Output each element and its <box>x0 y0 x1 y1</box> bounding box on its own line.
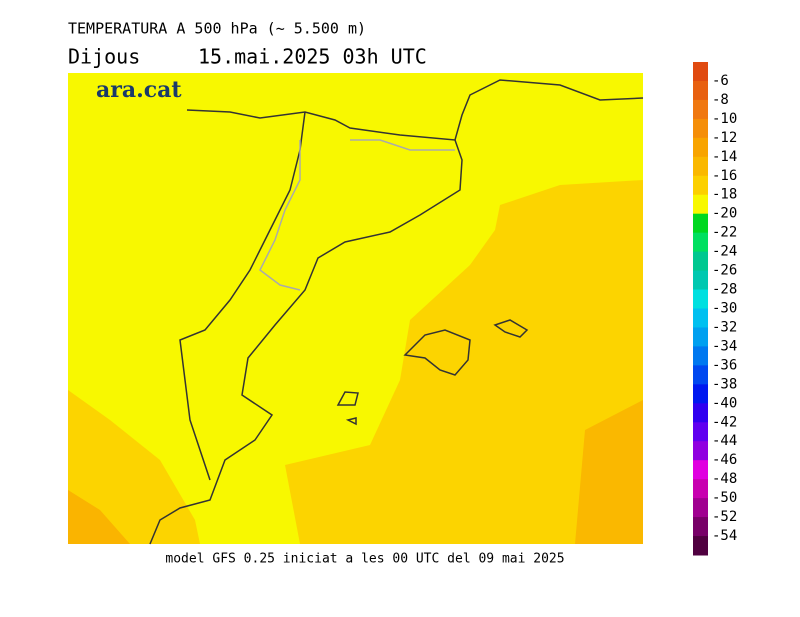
legend-label: -54 <box>712 528 737 544</box>
legend-label: -6 <box>712 73 729 89</box>
legend-swatch <box>693 289 708 309</box>
legend-label: -14 <box>712 149 737 165</box>
legend-swatch <box>693 80 708 101</box>
border-line <box>186 79 644 141</box>
legend-swatch <box>693 479 708 499</box>
logo: ara.cat <box>96 77 182 103</box>
legend-swatch <box>693 460 708 480</box>
legend-swatch <box>693 403 708 423</box>
legend-label: -48 <box>712 471 737 487</box>
legend-label: -34 <box>712 338 737 354</box>
map-title: TEMPERATURA A 500 hPa (~ 5.500 m) <box>68 20 366 38</box>
legend: -6 -8 -10 -12 -14 -16 -18 -20 -22 -24 -26 -28 -30 -32… <box>693 62 737 556</box>
legend-swatch <box>693 422 708 442</box>
map-footer: model GFS 0.25 iniciat a les 00 UTC del … <box>165 552 564 567</box>
legend-label: -18 <box>712 187 737 203</box>
legend-swatch <box>693 251 708 272</box>
legend-label: -10 <box>712 111 737 127</box>
legend-swatch <box>693 536 708 556</box>
coastline <box>149 139 463 545</box>
legend-swatch <box>693 365 708 385</box>
legend-swatch <box>693 213 708 234</box>
legend-swatch <box>693 156 708 177</box>
legend-swatch <box>693 118 708 139</box>
legend-label: -46 <box>712 452 737 468</box>
legend-label: -32 <box>712 319 737 335</box>
legend-swatch <box>693 62 708 82</box>
legend-swatch <box>693 327 708 347</box>
legend-swatch <box>693 99 708 120</box>
legend-label: -24 <box>712 244 737 260</box>
legend-swatch <box>693 194 708 215</box>
legend-swatch <box>693 175 708 196</box>
map <box>68 73 644 545</box>
region-border <box>259 139 455 291</box>
legend-label: -36 <box>712 357 737 373</box>
legend-label: -20 <box>712 206 737 222</box>
legend-label: -8 <box>712 92 729 108</box>
legend-label: -28 <box>712 282 737 298</box>
map-day: Dijous <box>68 45 140 69</box>
legend-label: -12 <box>712 130 737 146</box>
temperature-zone <box>285 180 643 544</box>
legend-label: -30 <box>712 301 737 317</box>
temperature-zone <box>68 390 200 544</box>
temperature-zone-warm <box>68 490 130 544</box>
legend-swatch <box>693 517 708 537</box>
legend-label: -38 <box>712 376 737 392</box>
legend-label: -44 <box>712 433 737 449</box>
legend-label: -40 <box>712 395 737 411</box>
border-line <box>179 111 306 481</box>
legend-swatch <box>693 441 708 461</box>
legend-label: -42 <box>712 414 737 430</box>
island-mallorca <box>403 329 471 376</box>
legend-swatch <box>693 232 708 253</box>
legend-label: -52 <box>712 509 737 525</box>
legend-swatch <box>693 498 708 518</box>
legend-label: -16 <box>712 168 737 184</box>
legend-swatch <box>693 137 708 158</box>
legend-label: -26 <box>712 263 737 279</box>
island-ibiza <box>336 391 359 426</box>
island-menorca <box>493 319 529 338</box>
legend-swatch <box>693 308 708 328</box>
temperature-zone-warm <box>575 400 643 544</box>
legend-label: -22 <box>712 225 737 241</box>
legend-label: -50 <box>712 490 737 506</box>
map-date: 15.mai.2025 03h UTC <box>198 45 427 69</box>
legend-swatch <box>693 270 708 291</box>
legend-swatch <box>693 346 708 366</box>
legend-swatch <box>693 384 708 404</box>
